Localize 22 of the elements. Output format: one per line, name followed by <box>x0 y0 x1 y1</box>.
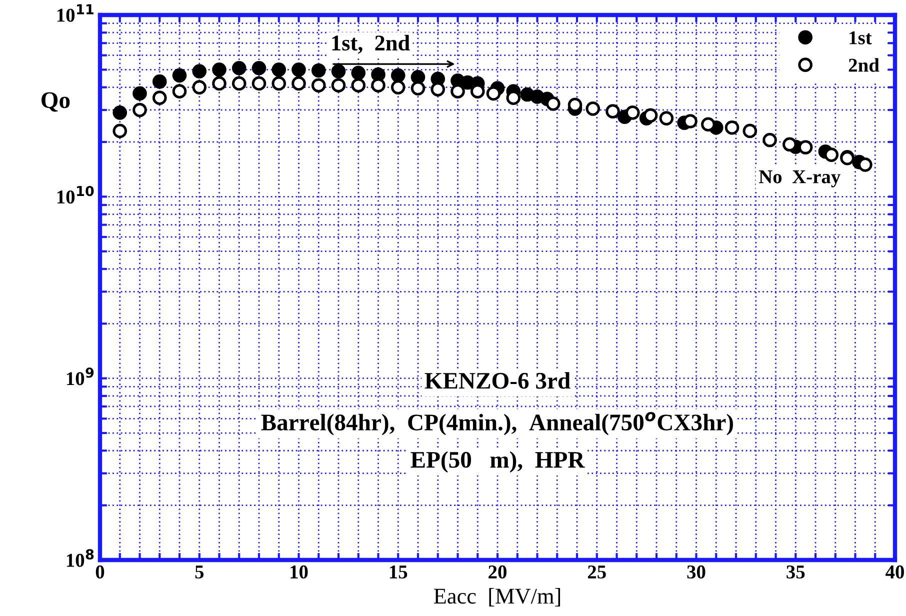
y-tick-label: 10$^{8}$ <box>66 549 94 567</box>
annotation: KENZO-6 3rd <box>424 372 570 389</box>
x-tick-label: 40 <box>886 565 904 579</box>
x-tick-label: 5 <box>195 566 204 579</box>
x-tick-label: 15 <box>390 566 408 579</box>
x-tick-label: 30 <box>687 565 706 579</box>
x-axis-title: Eacc [MV/m] <box>434 588 560 606</box>
y-tick-label: 10$^{11}$ <box>57 4 94 22</box>
annotation: No X-ray <box>758 170 840 188</box>
legend-label: 2nd <box>848 58 880 72</box>
x-tick-label: 25 <box>588 565 606 579</box>
x-tick-label: 35 <box>786 565 805 579</box>
legend-label: 1st <box>850 31 872 44</box>
annotation: EP(50 m), HPR <box>410 451 585 473</box>
y-tick-label: 10$^{10}$ <box>57 186 94 204</box>
x-tick-label: 10 <box>290 565 308 579</box>
y-axis-title: Qo <box>42 92 70 112</box>
annotation: 1st, 2nd <box>332 34 410 54</box>
x-tick-label: 20 <box>488 565 506 579</box>
x-tick-label: 0 <box>96 565 104 579</box>
annotation: Barrel(84hr), CP(4min.), Anneal(750$^{o}$CX3hr) <box>261 412 733 436</box>
y-tick-label: 10$^{9}$ <box>66 368 94 386</box>
